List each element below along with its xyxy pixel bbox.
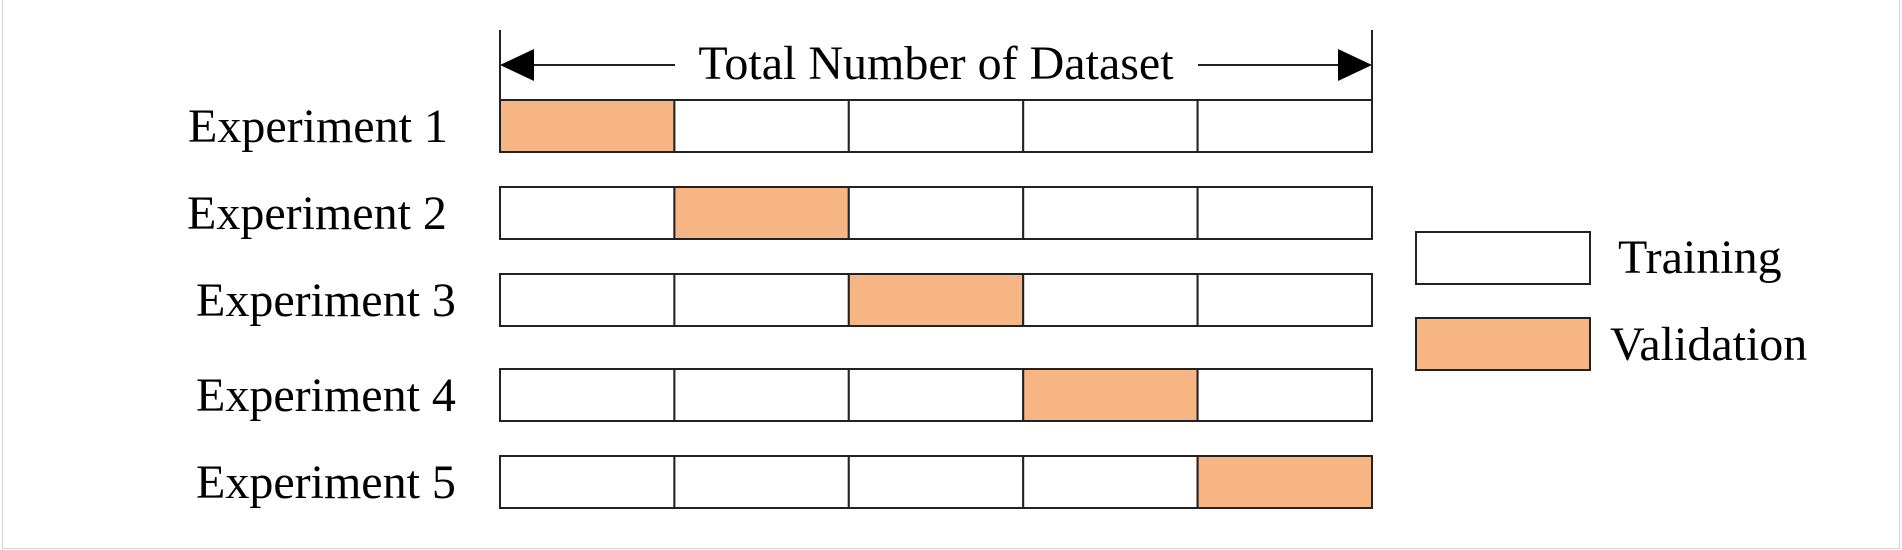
experiment-row: Experiment 3: [196, 273, 1373, 327]
experiment-rows: Experiment 1 Experiment 2 Experiment 3 Expe…: [187, 99, 1373, 509]
training-fold-cell: [1196, 99, 1373, 153]
training-fold-cell: [1022, 455, 1199, 509]
validation-fold-cell: [499, 99, 676, 153]
training-fold-cell: [1022, 273, 1199, 327]
training-fold-cell: [1196, 186, 1373, 240]
training-fold-cell: [847, 455, 1025, 509]
left-arrowhead-icon: [500, 49, 534, 81]
training-fold-cell: [1196, 273, 1373, 327]
training-fold-cell: [673, 455, 850, 509]
training-fold-cell: [499, 455, 676, 509]
training-fold-cell: [847, 186, 1025, 240]
legend: Training Validation: [1415, 231, 1807, 371]
training-fold-cell: [1022, 186, 1199, 240]
validation-fold-cell: [1022, 368, 1199, 422]
training-fold-cell: [847, 99, 1025, 153]
training-fold-cell: [673, 368, 850, 422]
validation-fold-cell: [847, 273, 1025, 327]
dataset-title: Total Number of Dataset: [698, 37, 1174, 90]
experiment-row: Experiment 2: [187, 186, 1373, 240]
training-fold-cell: [499, 186, 676, 240]
legend-training-label: Training: [1618, 231, 1782, 284]
validation-fold-cell: [673, 186, 850, 240]
training-fold-cell: [673, 99, 850, 153]
legend-validation-swatch: [1415, 317, 1591, 371]
experiment-label: Experiment 2: [187, 187, 447, 240]
training-fold-cell: [499, 273, 676, 327]
right-arrowhead-icon: [1338, 49, 1372, 81]
legend-training-swatch: [1415, 231, 1591, 285]
experiment-label: Experiment 5: [196, 456, 456, 509]
experiment-label: Experiment 1: [188, 100, 448, 153]
training-fold-cell: [1022, 99, 1199, 153]
legend-validation-label: Validation: [1610, 318, 1807, 371]
dataset-span-indicator: Total Number of Dataset: [499, 30, 1373, 100]
training-fold-cell: [673, 273, 850, 327]
training-fold-cell: [499, 368, 676, 422]
experiment-row: Experiment 5: [196, 455, 1373, 509]
experiment-row: Experiment 1: [188, 99, 1373, 153]
experiment-row: Experiment 4: [196, 368, 1373, 422]
validation-fold-cell: [1196, 455, 1373, 509]
training-fold-cell: [1196, 368, 1373, 422]
experiment-label: Experiment 3: [196, 274, 456, 327]
training-fold-cell: [847, 368, 1025, 422]
experiment-label: Experiment 4: [196, 369, 456, 422]
